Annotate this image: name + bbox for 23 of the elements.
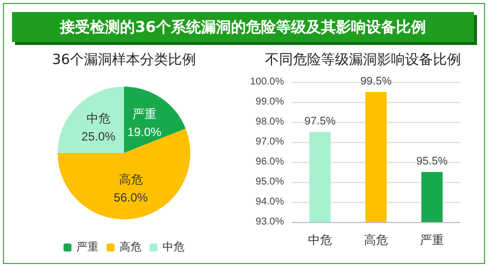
x-tick-label: 严重 (420, 233, 444, 247)
slice-label: 中危 (86, 111, 110, 126)
data-label: 99.5% (360, 76, 392, 88)
chart-title: 不同危险等级漏洞影响设备比例 (265, 52, 461, 68)
slice-label: 高危 (118, 172, 143, 187)
y-tick-label: 93.0% (256, 216, 284, 228)
data-label: 25.0% (81, 129, 116, 144)
y-tick-label: 94.0% (256, 196, 284, 208)
y-tick-label: 95.0% (256, 176, 284, 188)
chart-title: 36个漏洞样本分类比例 (52, 52, 196, 68)
x-tick-label: 中危 (308, 233, 332, 247)
x-tick-label: 高危 (364, 233, 388, 247)
text: 接受检测的36个系统漏洞的危险等级及其影响设备比例 (12, 12, 474, 42)
y-tick-label: 98.0% (256, 116, 284, 128)
data-label: 95.5% (416, 156, 448, 168)
y-tick-label: 99.0% (256, 96, 284, 108)
y-tick-label: 97.0% (256, 136, 284, 148)
data-label: 97.5% (304, 116, 336, 128)
data-label: 56.0% (114, 190, 148, 205)
y-tick-label: 96.0% (256, 156, 284, 168)
y-tick-label: 100.0% (250, 76, 284, 88)
slice-label: 严重 (132, 107, 156, 122)
data-label: 19.0% (127, 125, 162, 140)
